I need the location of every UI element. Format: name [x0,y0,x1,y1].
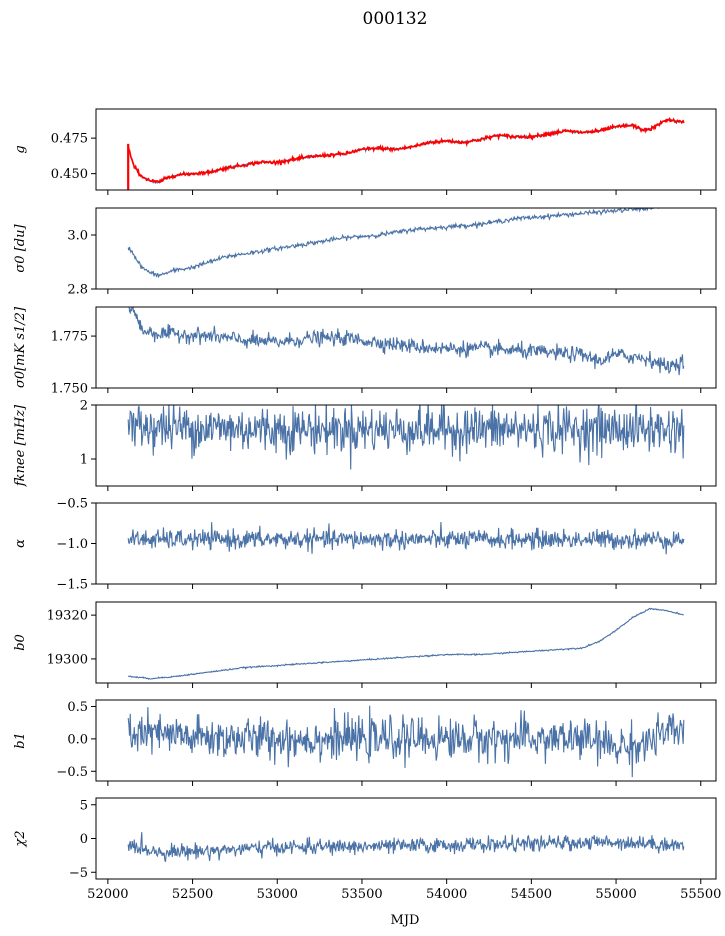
y-tick-label: 19320 [47,609,88,624]
x-tick-label: 55500 [680,887,721,902]
panel-frame [95,404,717,487]
x-tick-label: 53000 [257,887,298,902]
series-line [127,208,660,279]
panel-1: 0.450 0.475 g [13,108,717,195]
y-tick-label: 0 [80,832,88,847]
y-tick-label: −1.0 [56,537,88,552]
overlay-line [127,116,685,184]
y-tick-label: −1.5 [56,578,88,593]
x-axis-label: MJD [391,913,420,928]
y-axis-label: σ0 [du] [13,224,28,273]
y-axis-label: χ2 [13,830,28,847]
y-tick-label: −0.5 [56,497,88,512]
x-tick-label: 54000 [426,887,467,902]
y-tick-label: 3.0 [67,229,88,244]
panel-frame [95,207,717,290]
y-tick-label: −5 [69,866,88,881]
y-axis-label: α [13,539,28,548]
y-axis-label: fknee [mHz] [13,404,28,487]
panel-frame [95,108,717,191]
series-line [127,832,685,862]
y-tick-label: 1 [80,453,88,468]
panel-frame [95,306,717,389]
panel-7: −0.5 0.0 0.5 b1 [13,699,717,786]
panel-frame [95,699,717,782]
panel-8: 52000 52500 53000 53500 54000 54500 55000 55500… [13,797,721,902]
series-line [128,307,685,376]
y-tick-label: 1.750 [51,382,88,397]
y-tick-label: 1.775 [51,330,88,345]
y-tick-label: 2.8 [67,283,88,298]
x-tick-label: 54500 [511,887,552,902]
y-tick-label: 0.5 [67,700,88,715]
y-tick-label: 0.450 [51,167,88,182]
series-line [127,405,685,470]
series-line [127,705,685,778]
panel-2: 2.8 3.0 σ0 [du] [13,207,717,298]
y-tick-label: 2 [80,399,88,414]
panel-frame [95,601,717,684]
panel-6: 19300 19320 b0 [13,601,717,688]
x-tick-label: 55000 [595,887,636,902]
y-tick-label: 19300 [47,652,88,667]
y-tick-label: 5 [80,798,88,813]
series-line [127,522,685,555]
panels: 0.450 0.475 g 2.8 3.0 σ0 [du] 1.750 1.775 σ0[mK … [13,108,721,902]
x-tick-label: 53500 [341,887,382,902]
panel-5: −1.5 −1.0 −0.5 α [13,497,717,593]
y-tick-label: 0.0 [67,732,88,747]
panel-3: 1.750 1.775 σ0[mK s1/2] [13,306,717,397]
panel-4: 1 2 fknee [mHz] [13,399,717,491]
x-tick-label: 52000 [87,887,128,902]
y-tick-label: −0.5 [56,765,88,780]
y-axis-label: σ0[mK s1/2] [13,306,28,388]
y-axis-label: b1 [13,732,28,749]
figure-title: 000132 [363,9,428,29]
y-axis-label: b0 [13,634,28,651]
series-line [127,607,684,680]
y-axis-label: g [13,145,28,153]
y-tick-label: 0.475 [51,132,88,147]
x-tick-label: 52500 [172,887,213,902]
